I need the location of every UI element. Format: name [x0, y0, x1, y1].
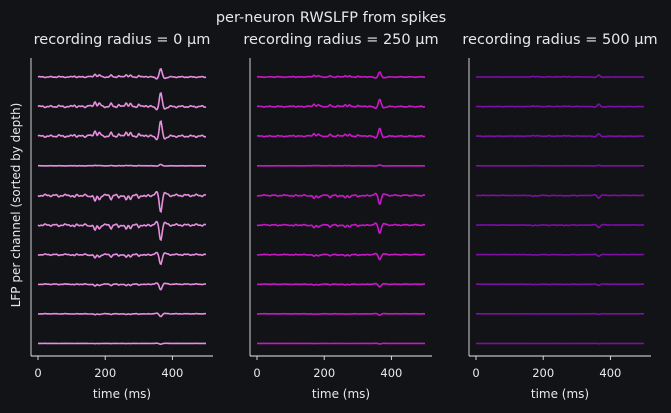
channel-trace-8	[476, 283, 644, 287]
channel-trace-4	[257, 164, 425, 167]
channel-trace-6	[256, 222, 426, 235]
x-tick-label: 0	[472, 366, 479, 380]
x-tick-label: 0	[253, 366, 260, 380]
channel-trace-8	[256, 282, 426, 288]
panel-title: recording radius = 500 µm	[462, 32, 657, 48]
x-tick-label: 400	[599, 366, 621, 380]
y-axis-label: LFP per channel (sorted by depth)	[9, 103, 23, 308]
channel-trace-10	[257, 342, 425, 345]
x-tick-label: 200	[532, 366, 554, 380]
traces	[475, 74, 645, 345]
channel-trace-8	[37, 282, 207, 291]
channel-trace-3	[475, 133, 645, 138]
traces	[37, 67, 207, 345]
channel-trace-5	[475, 194, 645, 199]
channel-trace-3	[37, 120, 207, 141]
channel-trace-7	[256, 252, 426, 261]
channel-trace-1	[37, 67, 207, 80]
channel-trace-4	[476, 164, 644, 167]
channel-trace-2	[256, 98, 426, 109]
panel-radius-0: recording radius = 0 µm 0 200 400 time (ms…	[30, 32, 213, 401]
channel-trace-9	[476, 312, 644, 316]
panel-title: recording radius = 0 µm	[34, 32, 211, 48]
x-ticks: 0 200 400	[472, 356, 621, 380]
x-axis-label: time (ms)	[93, 387, 151, 401]
channel-trace-1	[475, 74, 645, 79]
channel-trace-1	[256, 71, 426, 79]
channel-trace-5	[256, 192, 426, 206]
channel-trace-3	[256, 127, 426, 139]
x-tick-label: 0	[34, 366, 41, 380]
channel-trace-6	[475, 223, 645, 229]
channel-trace-7	[37, 251, 207, 266]
x-tick-label: 200	[313, 366, 335, 380]
panel-title: recording radius = 250 µm	[243, 32, 438, 48]
x-tick-label: 400	[161, 366, 183, 380]
channel-trace-4	[37, 163, 206, 167]
panel-radius-500: recording radius = 500 µm 0 200 400 time (…	[462, 32, 657, 401]
x-tick-label: 400	[380, 366, 402, 380]
channel-trace-6	[37, 220, 207, 242]
traces	[256, 71, 426, 345]
x-axis-label: time (ms)	[312, 387, 370, 401]
channel-trace-10	[38, 342, 206, 345]
x-ticks: 0 200 400	[34, 356, 183, 380]
figure-title: per-neuron RWSLFP from spikes	[216, 10, 446, 26]
channel-trace-2	[37, 91, 207, 111]
x-ticks: 0 200 400	[253, 356, 402, 380]
panel-radius-250: recording radius = 250 µm 0 200 400 time (…	[243, 32, 438, 401]
x-axis-label: time (ms)	[531, 387, 589, 401]
channel-trace-9	[37, 312, 207, 318]
channel-trace-9	[256, 312, 425, 317]
channel-trace-7	[475, 253, 645, 257]
x-tick-label: 200	[94, 366, 116, 380]
channel-trace-5	[37, 191, 207, 214]
channel-trace-2	[475, 103, 645, 108]
